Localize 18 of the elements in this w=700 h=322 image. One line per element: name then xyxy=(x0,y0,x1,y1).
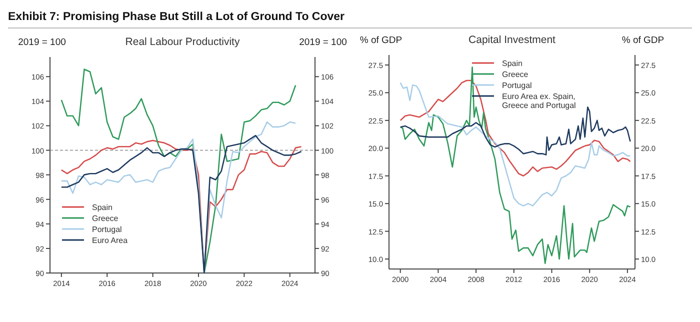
legend-label: Spain xyxy=(92,203,112,212)
line-series xyxy=(400,66,631,264)
chart-title: Real Labour Productivity xyxy=(125,36,240,48)
chart-title: Capital Investment xyxy=(468,34,556,46)
legend-label: Euro Area xyxy=(92,236,128,245)
line-series xyxy=(400,80,631,177)
legend-label: Spain xyxy=(502,59,522,68)
y2-axis-title: 2019 = 100 xyxy=(299,37,347,48)
legend-label: Euro Area ex. Spain, Greece and Portugal xyxy=(502,92,576,110)
legend-label: Portugal xyxy=(92,225,122,234)
y-axis-title: 2019 = 100 xyxy=(18,37,66,48)
line-series xyxy=(400,82,631,206)
text: Exhibit 7: Promising Phase But Still a Lot of Ground To Cover xyxy=(8,11,346,23)
legend-label: Greece xyxy=(502,70,529,79)
legend-label: Portugal xyxy=(502,81,532,90)
legend-label: Greece xyxy=(92,214,119,223)
y2-axis-title: % of GDP xyxy=(622,35,664,46)
y-axis-title: % of GDP xyxy=(360,35,402,46)
